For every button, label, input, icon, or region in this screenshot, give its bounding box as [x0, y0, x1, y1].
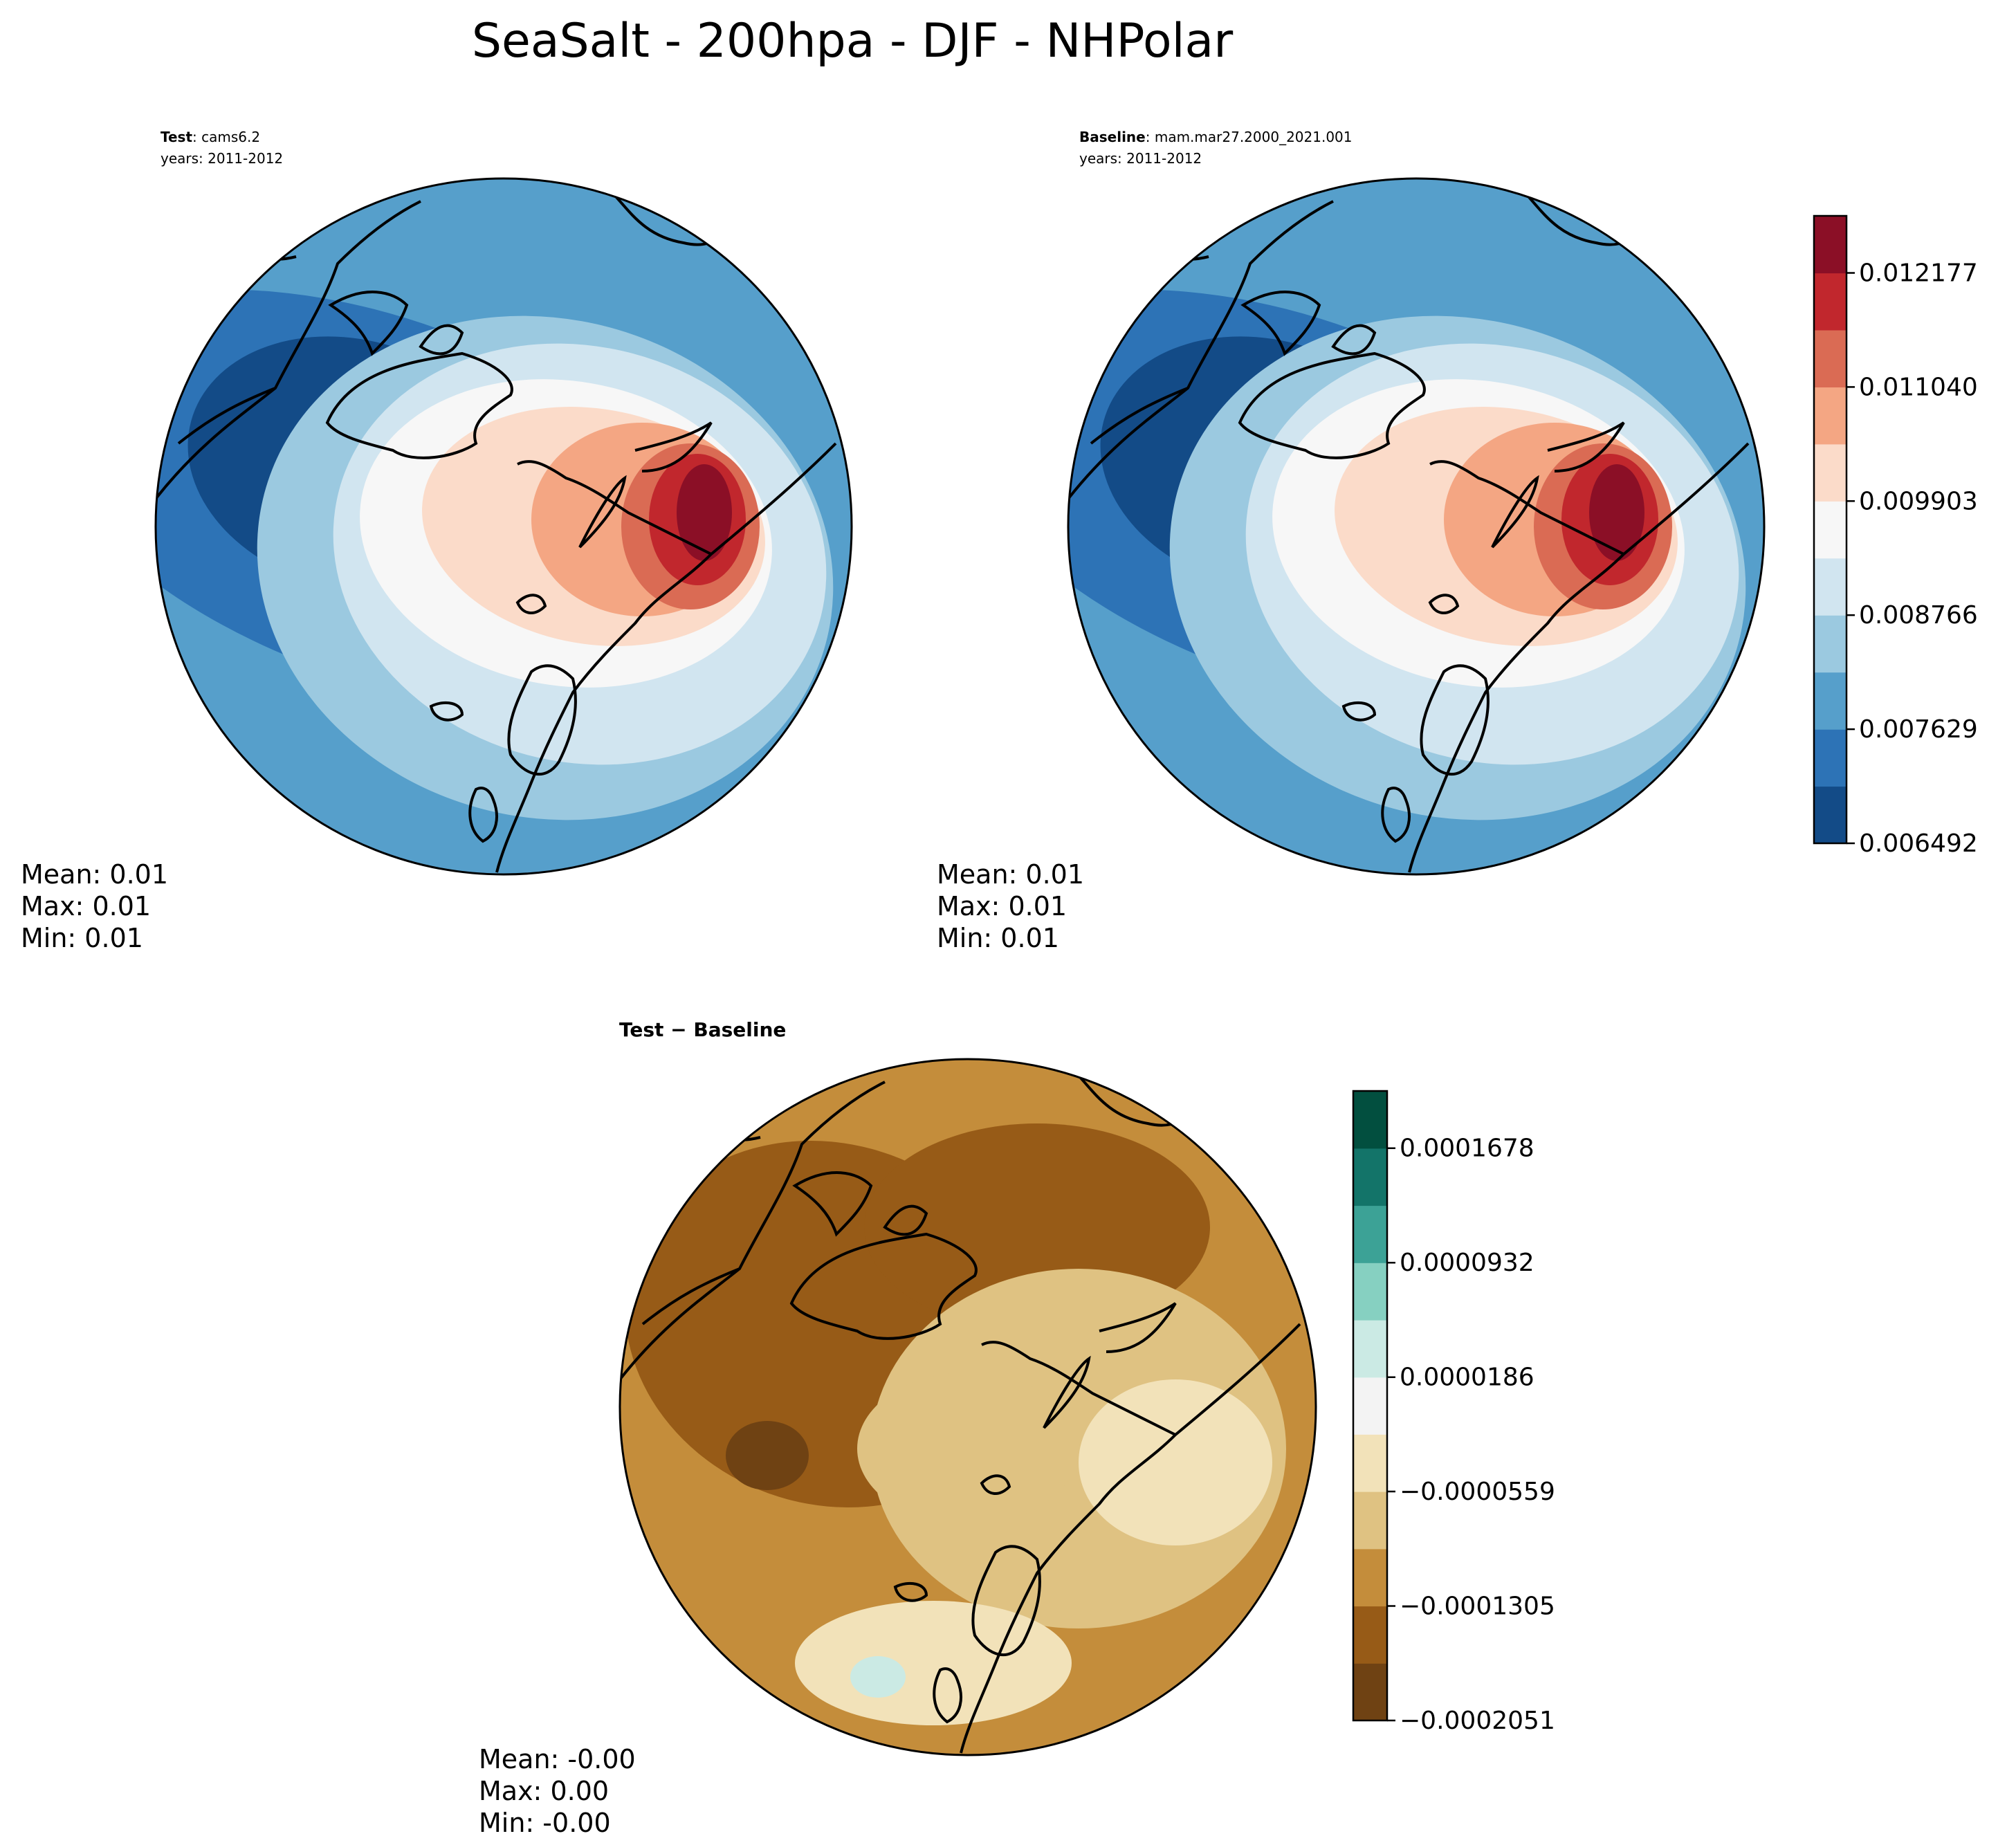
baseline-colorbar-block-10 — [1814, 216, 1847, 274]
baseline-label-bold: Baseline — [1079, 129, 1146, 145]
baseline-colorbar: 0.012177 0.011040 0.009903 0.008766 0.007629… — [1813, 214, 1978, 858]
baseline-colorbar-block-2 — [1814, 672, 1847, 730]
baseline-map-boundary — [1067, 177, 1766, 876]
difference-colorbar-tick-label-1: 0.0000932 — [1400, 1249, 1534, 1277]
difference-contour-7 — [795, 1601, 1072, 1725]
test-panel: Test: cams6.2 years: 2011-2012 Mean: 0.0… — [21, 129, 853, 953]
difference-colorbar-tick-label-5: −0.0002051 — [1400, 1707, 1555, 1735]
baseline-colorbar-block-6 — [1814, 443, 1847, 502]
baseline-field — [1068, 178, 1764, 874]
difference-colorbar-block-3 — [1353, 1491, 1387, 1550]
test-label-bold: Test — [161, 129, 192, 145]
test-years: years: 2011-2012 — [161, 150, 283, 167]
baseline-colorbar-block-8 — [1814, 329, 1847, 388]
baseline-years: years: 2011-2012 — [1079, 150, 1202, 167]
difference-contour-6 — [857, 1373, 1079, 1525]
test-label-rest: : cams6.2 — [192, 129, 260, 145]
difference-mean: Mean: -0.00 — [479, 1744, 636, 1774]
baseline-colorbar-tick-label-5: 0.006492 — [1859, 829, 1978, 858]
difference-colorbar-block-0 — [1353, 1663, 1387, 1721]
difference-panel: Test − Baseline Mean: -0.00 Max: 0.00 Mi… — [479, 1018, 1555, 1838]
test-panel-label: Test: cams6.2 — [161, 129, 260, 145]
difference-contour-8 — [850, 1656, 906, 1698]
difference-colorbar-frame — [1352, 1090, 1389, 1722]
difference-title: Test − Baseline — [619, 1018, 786, 1041]
difference-colorbar-block-4 — [1353, 1434, 1387, 1492]
baseline-colorbar-block-7 — [1814, 387, 1847, 445]
difference-colorbar: 0.0001678 0.0000932 0.0000186 −0.0000559 −0.… — [1352, 1090, 1555, 1735]
baseline-colorbar-tick-label-2: 0.009903 — [1859, 487, 1978, 515]
baseline-colorbar-tick-label-4: 0.007629 — [1859, 715, 1978, 744]
baseline-colorbar-tick-label-1: 0.011040 — [1859, 373, 1978, 401]
baseline-contour-10 — [1589, 464, 1644, 561]
difference-colorbar-block-9 — [1353, 1148, 1387, 1206]
baseline-colorbar-block-9 — [1814, 273, 1847, 331]
figure-title: SeaSalt - 200hpa - DJF - NHPolar — [472, 14, 1233, 68]
difference-field — [620, 1059, 1316, 1755]
difference-map-boundary — [618, 1058, 1317, 1756]
difference-contour-2 — [726, 1421, 809, 1490]
difference-colorbar-block-8 — [1353, 1205, 1387, 1263]
difference-min: Min: -0.00 — [479, 1808, 611, 1838]
baseline-panel-label: Baseline: mam.mar27.2000_2021.001 — [1079, 129, 1353, 145]
difference-colorbar-tick-label-3: −0.0000559 — [1400, 1478, 1555, 1506]
baseline-colorbar-block-1 — [1814, 729, 1847, 787]
baseline-colorbar-tick-label-3: 0.008766 — [1859, 601, 1978, 630]
baseline-colorbar-frame — [1813, 214, 1848, 845]
baseline-colorbar-block-5 — [1814, 501, 1847, 559]
difference-colorbar-block-5 — [1353, 1377, 1387, 1435]
baseline-colorbar-tick-label-0: 0.012177 — [1859, 259, 1978, 288]
test-field — [156, 178, 852, 874]
baseline-colorbar-block-0 — [1814, 786, 1847, 844]
test-contour-10 — [677, 464, 732, 561]
difference-colorbar-tick-label-2: 0.0000186 — [1400, 1364, 1534, 1392]
difference-contour-5 — [1079, 1379, 1272, 1545]
test-map-boundary — [154, 177, 853, 876]
baseline-colorbar-block-3 — [1814, 615, 1847, 673]
difference-colorbar-block-2 — [1353, 1548, 1387, 1607]
test-mean: Mean: 0.01 — [21, 859, 168, 890]
difference-colorbar-block-6 — [1353, 1319, 1387, 1378]
baseline-colorbar-block-4 — [1814, 558, 1847, 616]
baseline-min: Min: 0.01 — [937, 923, 1059, 953]
baseline-max: Max: 0.01 — [937, 891, 1067, 921]
difference-colorbar-block-7 — [1353, 1263, 1387, 1321]
baseline-panel: Baseline: mam.mar27.2000_2021.001 years:… — [937, 129, 1978, 953]
test-max: Max: 0.01 — [21, 891, 151, 921]
difference-colorbar-block-1 — [1353, 1606, 1387, 1664]
difference-max: Max: 0.00 — [479, 1776, 609, 1806]
difference-colorbar-tick-label-0: 0.0001678 — [1400, 1135, 1534, 1163]
difference-colorbar-block-10 — [1353, 1091, 1387, 1149]
baseline-label-rest: : mam.mar27.2000_2021.001 — [1146, 129, 1353, 145]
test-min: Min: 0.01 — [21, 923, 143, 953]
difference-colorbar-tick-label-4: −0.0001305 — [1400, 1592, 1555, 1621]
baseline-mean: Mean: 0.01 — [937, 859, 1084, 890]
